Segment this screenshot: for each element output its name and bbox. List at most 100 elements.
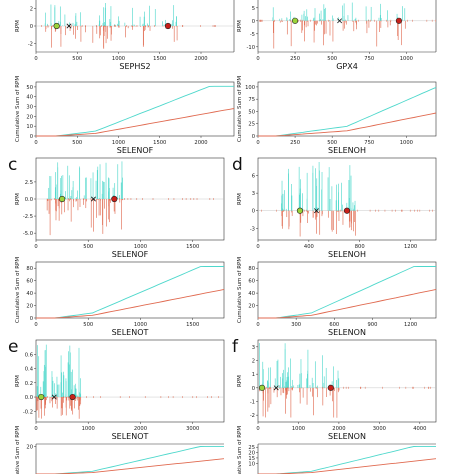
panel-letter-d: d [232, 155, 243, 175]
y-tick-label: 2 [252, 359, 255, 365]
x-tick-label: 0 [256, 244, 259, 250]
y-tick-label: 0 [252, 134, 255, 140]
y-tick-label: 60 [26, 279, 33, 285]
y-axis-label: Cumulative Sum of RPM [15, 257, 21, 323]
cumsum-red-line [258, 112, 437, 137]
x-tick-label: 500 [72, 140, 82, 146]
x-tick-label: 750 [364, 56, 374, 62]
x-tick-label: 2000 [194, 56, 207, 62]
y-tick-label: 0 [252, 209, 255, 215]
x-tick-label: 0 [256, 56, 259, 62]
x-tick-label: 1000 [112, 140, 125, 146]
x-tick-label: 0 [34, 244, 37, 250]
x-axis-label: SELENON [328, 432, 366, 441]
sec-marker [66, 23, 72, 29]
y-tick-label: 60 [248, 279, 255, 285]
stop-codon-marker [327, 384, 334, 391]
y-tick-label: 0 [252, 19, 255, 25]
cumsum-red-line [36, 458, 225, 474]
cumsum-red-line [258, 288, 437, 319]
y-tick-label: 80 [248, 266, 255, 272]
y-tick-label: 20 [248, 304, 255, 310]
stop-codon-marker [395, 17, 403, 24]
y-tick-label: 0.2 [25, 381, 33, 387]
x-tick-label: 0 [34, 140, 37, 146]
stop-codon-marker [69, 393, 76, 401]
start-codon-marker [291, 17, 299, 24]
y-axis-label: Cumulative Sum of RPM [15, 76, 21, 142]
y-tick-label: -2 [28, 41, 33, 47]
stop-codon-marker [164, 22, 172, 30]
cumsum-cyan-line [258, 266, 436, 319]
panel-letter-e: e [8, 337, 18, 357]
x-tick-label: 500 [327, 140, 337, 146]
y-tick-label: 0.0 [25, 395, 33, 401]
y-tick-label: 50 [26, 85, 33, 91]
y-tick-label: -10 [247, 45, 255, 51]
x-tick-label: 1000 [400, 140, 413, 146]
y-tick-label: 0 [30, 24, 33, 30]
cumsum-cyan-line [36, 445, 224, 474]
panel-letter-f: f [232, 337, 239, 357]
plot-frame [35, 339, 225, 423]
x-tick-label: 2000 [134, 426, 147, 432]
y-tick-label: 20 [26, 304, 33, 310]
x-tick-label: 1000 [134, 322, 147, 328]
x-tick-label: 600 [329, 322, 339, 328]
y-tick-label: 75 [248, 97, 255, 103]
y-tick-label: 0 [30, 316, 33, 322]
x-tick-label: 800 [355, 244, 365, 250]
x-tick-label: 1000 [134, 244, 147, 250]
y-axis-label: Cumulative Sum of RPM [237, 257, 243, 323]
y-tick-label: 50 [248, 109, 255, 115]
y-tick-label: 0 [30, 134, 33, 140]
x-tick-label: 500 [72, 56, 82, 62]
start-codon-marker [53, 22, 60, 30]
y-axis-label: RPM [15, 375, 21, 387]
x-tick-label: 0 [256, 140, 259, 146]
y-tick-label: -2.5 [23, 214, 33, 220]
y-axis-label: RPM [237, 193, 243, 205]
y-tick-label: 20 [26, 445, 33, 451]
y-tick-label: 25 [248, 445, 255, 451]
cumsum-cyan-line [36, 266, 224, 319]
x-tick-label: 250 [290, 140, 300, 146]
x-tick-label: 1500 [153, 140, 166, 146]
y-tick-label: -0.2 [23, 409, 33, 415]
sec-marker [273, 385, 279, 391]
y-tick-label: 6 [252, 174, 255, 180]
stop-codon-marker [343, 207, 351, 214]
y-tick-label: 80 [26, 266, 33, 272]
y-axis-label: RPM [237, 375, 243, 387]
x-tick-label: 1500 [153, 56, 166, 62]
sec-marker [90, 196, 96, 202]
plot-frame [257, 339, 437, 423]
sec-marker [314, 208, 319, 214]
x-tick-label: 500 [327, 56, 337, 62]
cumsum-cyan-line [258, 86, 437, 137]
plot-frame [35, 81, 235, 137]
y-tick-label: 15 [248, 456, 255, 462]
x-axis-label: SELENOF [112, 250, 149, 259]
y-tick-label: 0 [252, 386, 255, 392]
cumsum-cyan-line [258, 445, 436, 474]
x-tick-label: 2000 [332, 426, 345, 432]
y-tick-label: -2 [250, 413, 255, 419]
y-tick-label: 1 [252, 372, 255, 378]
x-tick-label: 0 [34, 322, 37, 328]
x-tick-label: 2000 [194, 140, 207, 146]
start-codon-marker [296, 207, 304, 214]
y-tick-label: -3 [250, 226, 255, 232]
plot-frame [257, 81, 437, 137]
start-codon-marker [38, 393, 45, 401]
x-tick-label: 500 [83, 322, 93, 328]
plot-frame [35, 261, 225, 319]
x-tick-label: 4000 [413, 426, 426, 432]
y-tick-label: 40 [26, 95, 33, 101]
x-tick-label: 1200 [404, 244, 417, 250]
x-tick-label: 0 [256, 322, 259, 328]
y-tick-label: 30 [26, 105, 33, 111]
x-tick-label: 250 [290, 56, 300, 62]
y-tick-label: -5.0 [23, 231, 33, 237]
x-tick-label: 1000 [400, 56, 413, 62]
